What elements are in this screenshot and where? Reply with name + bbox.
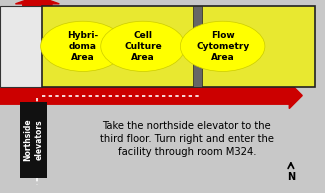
Bar	[0, 6, 42, 87]
FancyArrow shape	[16, 0, 59, 91]
Text: Cell
Culture
Area: Cell Culture Area	[124, 31, 162, 62]
Circle shape	[180, 21, 265, 71]
Text: Hybri-
doma
Area: Hybri- doma Area	[67, 31, 98, 62]
Text: Flow
Cytometry
Area: Flow Cytometry Area	[196, 31, 249, 62]
Text: Take the northside elevator to the
third floor. Turn right and enter the
facilit: Take the northside elevator to the third…	[100, 121, 274, 157]
Bar	[20, 102, 47, 178]
Bar	[42, 6, 315, 87]
FancyArrow shape	[0, 83, 302, 108]
Text: Northside
elevators: Northside elevators	[23, 119, 43, 161]
Bar	[193, 6, 202, 87]
Circle shape	[41, 21, 125, 71]
Circle shape	[101, 21, 185, 71]
Text: N: N	[287, 172, 295, 182]
